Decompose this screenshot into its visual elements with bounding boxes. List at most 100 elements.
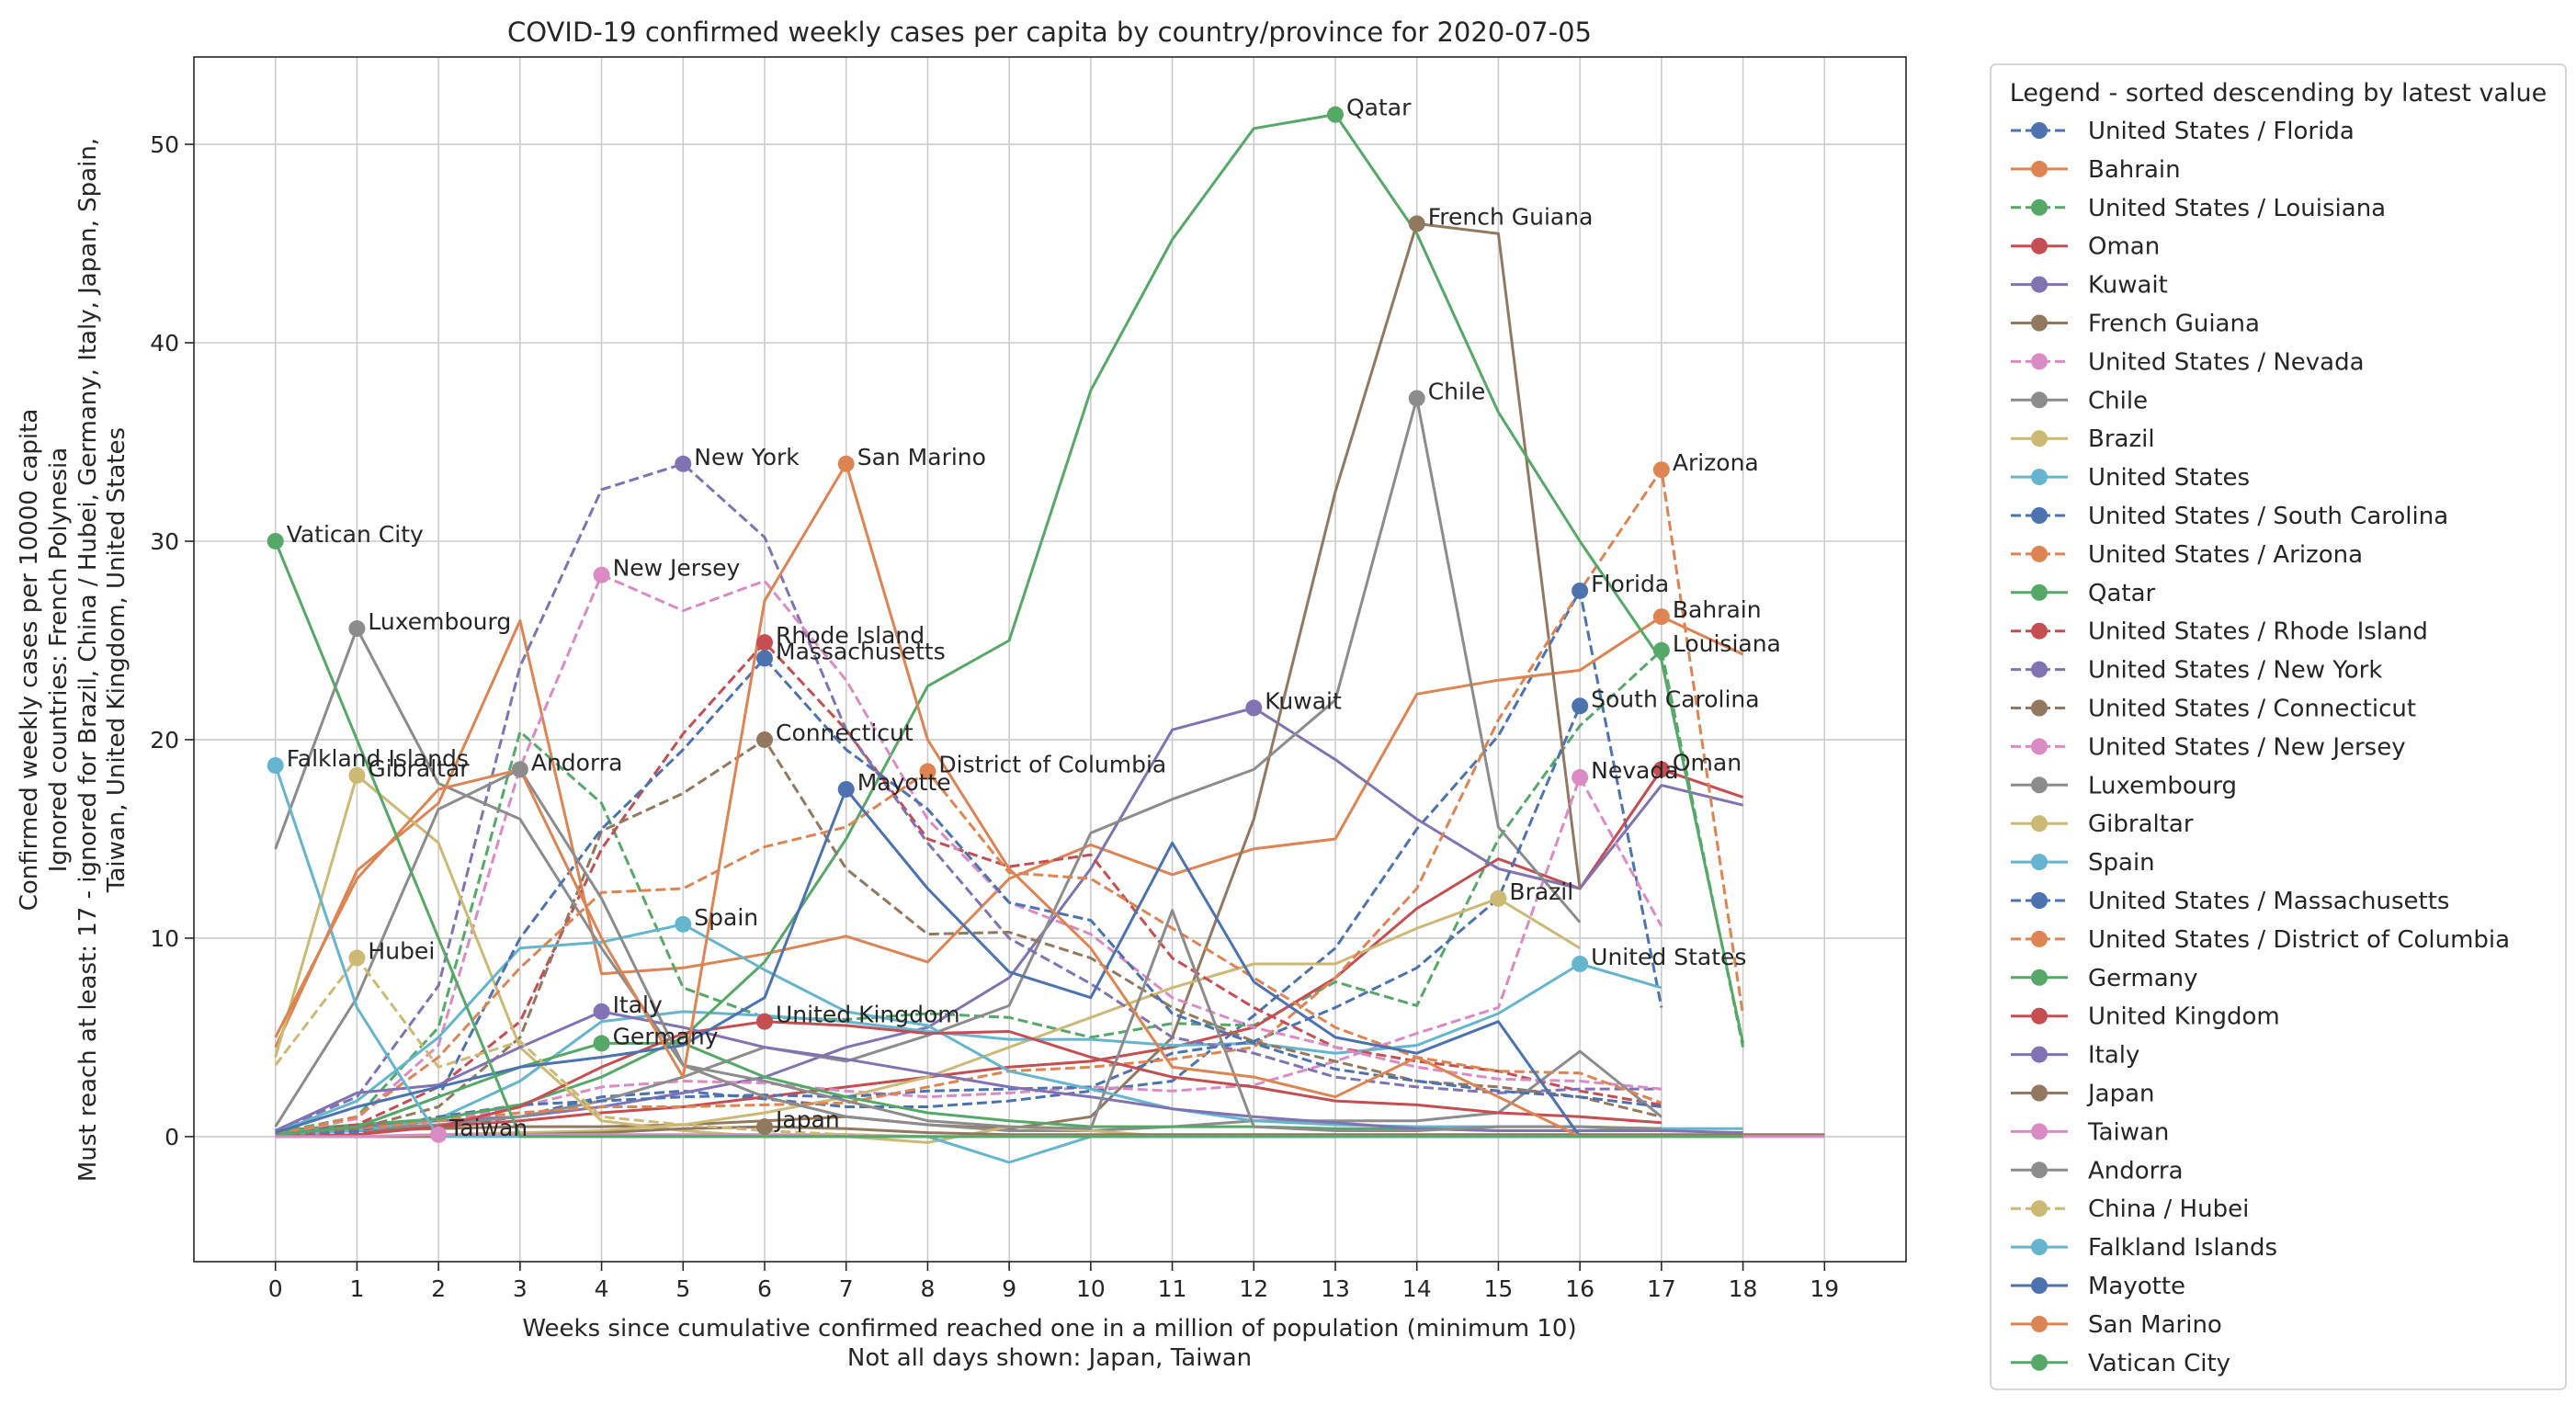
peak-label-luxembourg: Luxembourg [368, 608, 511, 635]
peak-label-germany: Germany [613, 1023, 719, 1049]
peak-marker-united-states-nevada [1572, 769, 1589, 787]
x-tick-label: 10 [1076, 1275, 1106, 1302]
legend-entry-qatar: Qatar [2088, 580, 2156, 607]
legend-marker [2031, 892, 2048, 909]
legend-entry-vatican-city: Vatican City [2088, 1350, 2230, 1377]
legend-marker [2031, 160, 2048, 177]
legend-entry-united-states-new-york: United States / New York [2088, 657, 2382, 685]
legend-entry-united-kingdom: United Kingdom [2088, 1003, 2280, 1031]
peak-label-falkland-islands: Falkland Islands [287, 745, 469, 772]
y-tick-label: 0 [165, 1124, 179, 1150]
peak-marker-germany [593, 1035, 610, 1052]
legend-title: Legend - sorted descending by latest val… [2010, 79, 2547, 108]
legend-marker [2031, 584, 2048, 601]
peak-marker-vatican-city [267, 532, 284, 550]
legend-marker [2031, 276, 2048, 293]
peak-marker-united-states-district-of-columbia [919, 763, 936, 780]
peak-label-united-states-connecticut: Connecticut [776, 719, 914, 746]
peak-label-spain: Spain [694, 904, 758, 931]
series-line-luxembourg [274, 627, 1662, 1132]
legend-entry-mayotte: Mayotte [2088, 1273, 2185, 1300]
legend-marker [2031, 854, 2048, 871]
peak-marker-united-states-new-jersey [593, 566, 610, 584]
peak-label-united-states-new-jersey: New Jersey [613, 555, 741, 582]
x-tick-label: 17 [1647, 1275, 1676, 1302]
peak-marker-andorra [511, 761, 528, 778]
peak-marker-japan [756, 1118, 773, 1136]
legend-entry-germany: Germany [2088, 965, 2198, 992]
series-line-italy [275, 1010, 1743, 1135]
peak-marker-brazil [1490, 889, 1507, 907]
series-line-bahrain [274, 615, 1744, 1048]
legend-entry-falkland-islands: Falkland Islands [2088, 1234, 2277, 1262]
y-tick-label: 30 [150, 528, 179, 555]
legend-marker [2031, 237, 2048, 255]
legend-entry-luxembourg: Luxembourg [2088, 772, 2237, 799]
legend-entry-french-guiana: French Guiana [2088, 311, 2260, 338]
series-line-united-states-florida [275, 589, 1663, 1137]
peak-label-san-marino: San Marino [857, 444, 986, 470]
legend-entry-spain: Spain [2088, 849, 2155, 877]
peak-label-japan: Japan [774, 1106, 840, 1133]
legend: Legend - sorted descending by latest val… [1990, 63, 2567, 1390]
peak-marker-united-states-louisiana [1652, 641, 1670, 659]
peak-label-united-states-louisiana: Louisiana [1673, 630, 1781, 657]
series-line-united-states-massachusetts [275, 656, 1662, 1137]
legend-marker [2031, 1277, 2048, 1294]
legend-entry-taiwan: Taiwan [2087, 1118, 2169, 1146]
series-line-united-states-south-carolina [275, 705, 1582, 1137]
legend-entry-brazil: Brazil [2088, 425, 2155, 453]
series-line-vatican-city [274, 540, 1743, 1139]
legend-marker [2031, 1161, 2048, 1179]
peak-marker-united-states-connecticut [756, 731, 773, 748]
series-line-andorra [274, 767, 1662, 1132]
x-tick-label: 4 [595, 1275, 609, 1302]
peak-marker-united-kingdom [756, 1013, 773, 1030]
legend-marker [2031, 1315, 2048, 1332]
legend-marker [2031, 1123, 2048, 1140]
legend-marker [2031, 469, 2048, 486]
peak-label-united-states-south-carolina: South Carolina [1591, 686, 1759, 712]
legend-marker [2031, 661, 2048, 678]
legend-marker [2031, 507, 2048, 524]
x-tick-label: 1 [349, 1275, 364, 1302]
peak-label-bahrain: Bahrain [1673, 596, 1762, 623]
series-line-united-states-connecticut [275, 738, 1662, 1137]
series-line-united-states-new-york [275, 462, 1662, 1132]
x-tick-label: 6 [757, 1275, 772, 1302]
series-line-united-states-louisiana [275, 649, 1745, 1135]
x-tick-label: 18 [1729, 1275, 1758, 1302]
legend-entry-united-states-district-of-columbia: United States / District of Columbia [2088, 926, 2510, 954]
x-tick-label: 8 [920, 1275, 935, 1302]
plot-frame [193, 56, 1907, 1263]
legend-marker [2031, 1007, 2048, 1025]
legend-entry-united-states-arizona: United States / Arizona [2088, 541, 2363, 569]
legend-marker [2031, 545, 2048, 562]
x-axis-note: Not all days shown: Japan, Taiwan [847, 1344, 1252, 1372]
peak-label-united-states-nevada: Nevada [1591, 757, 1678, 784]
peak-label-gibraltar: Gibraltar [368, 755, 470, 782]
x-tick-label: 19 [1810, 1275, 1839, 1302]
series-line-united-states-district-of-columbia [275, 770, 1662, 1137]
peak-marker-italy [593, 1003, 610, 1020]
y-axis-label-line-1: Must reach at least: 17 - ignored for Br… [74, 138, 102, 1182]
legend-marker [2031, 1046, 2048, 1063]
y-axis-label-line-4: Confirmed weekly cases per 10000 capita [16, 409, 43, 912]
chart-title: COVID-19 confirmed weekly cases per capi… [507, 17, 1592, 48]
series-line-united-states-rhode-island [275, 640, 1662, 1137]
legend-marker [2031, 776, 2048, 794]
legend-marker [2031, 1084, 2048, 1102]
peak-label-united-states-florida: Florida [1591, 571, 1669, 597]
peak-marker-kuwait [1245, 699, 1263, 717]
legend-marker [2031, 969, 2048, 986]
legend-marker [2031, 122, 2048, 139]
legend-entry-united-states-rhode-island: United States / Rhode Island [2088, 618, 2428, 646]
legend-entry-united-states: United States [2088, 464, 2250, 492]
peak-marker-falkland-islands [267, 757, 284, 775]
x-tick-label: 5 [675, 1275, 690, 1302]
peak-label-mayotte: Mayotte [857, 769, 951, 796]
peak-label-french-guiana: French Guiana [1428, 203, 1594, 230]
x-axis-label: Weeks since cumulative confirmed reached… [522, 1315, 1576, 1343]
peak-label-andorra: Andorra [531, 749, 623, 776]
